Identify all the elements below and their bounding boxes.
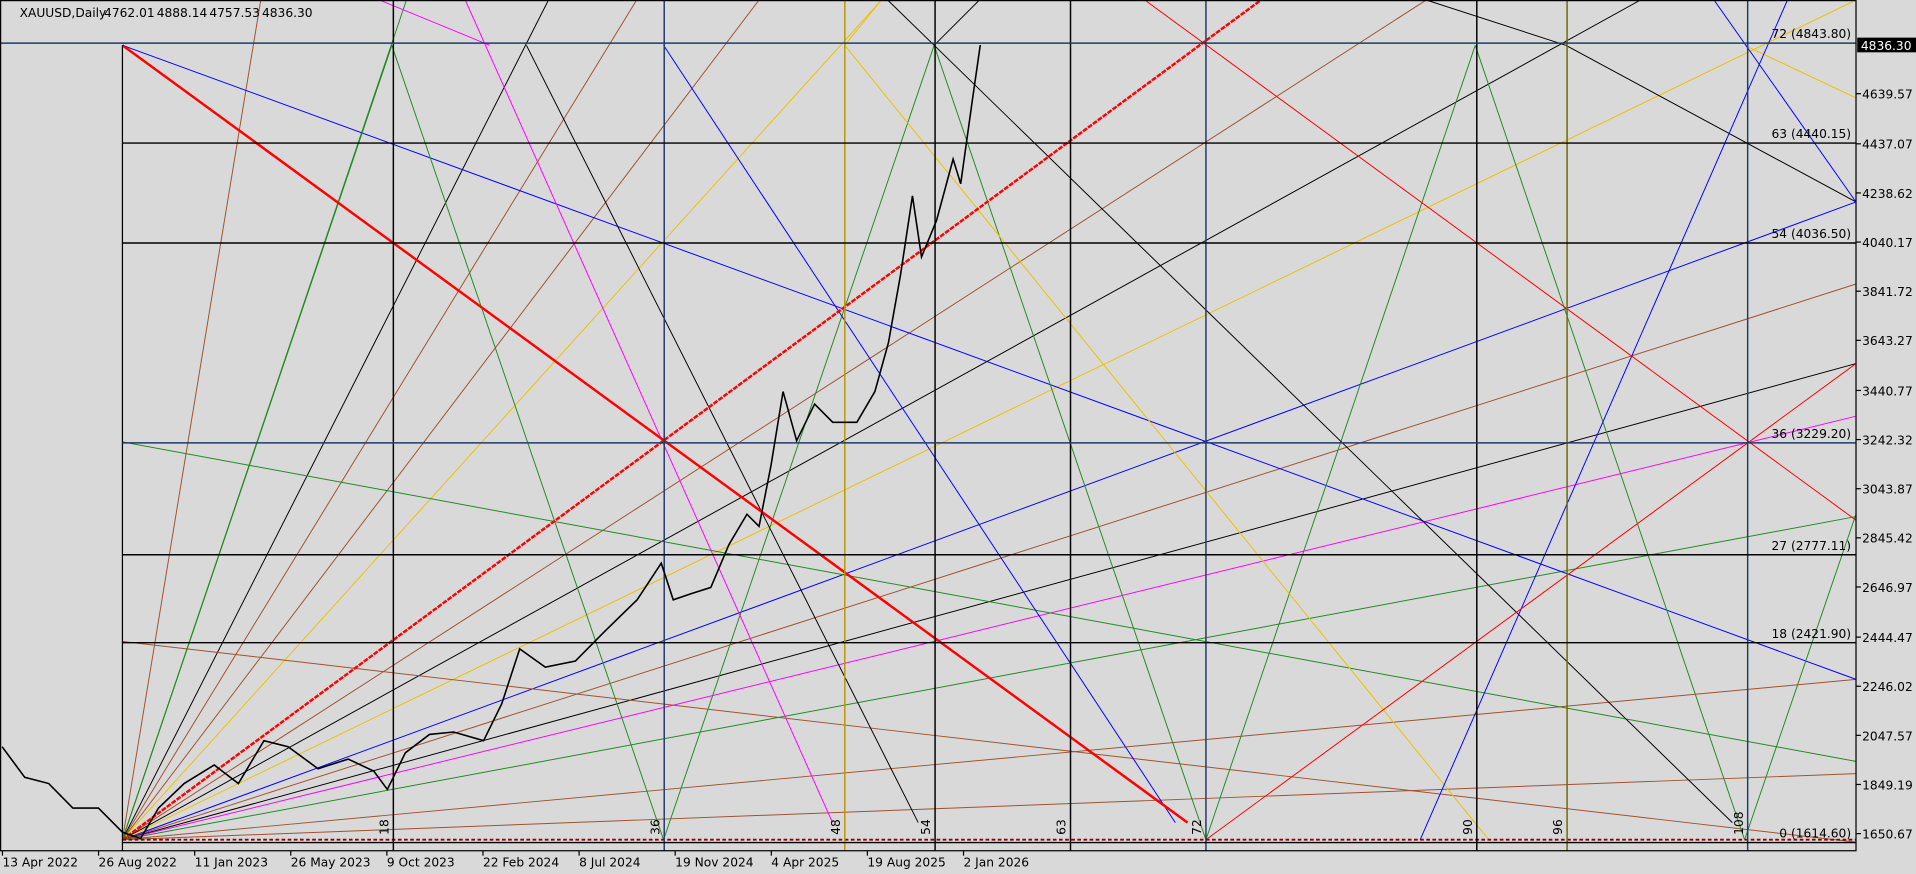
y-tick-label: 3242.32 — [1862, 433, 1913, 447]
gann-line — [887, 0, 1733, 823]
price-level-label: 54 (4036.50) — [1771, 227, 1851, 241]
ohlc-value: 4836.30 — [262, 6, 313, 20]
x-date-label: 22 Feb 2024 — [483, 856, 559, 870]
x-date-label: 9 Oct 2023 — [387, 856, 455, 870]
last-price-box — [1857, 37, 1916, 53]
gann-line — [121, 0, 262, 840]
y-tick-label: 4437.07 — [1862, 138, 1913, 152]
ohlc-value: 4888.14 — [157, 6, 208, 20]
y-tick-label: 2845.42 — [1862, 532, 1913, 546]
y-tick-label: 4040.17 — [1862, 236, 1913, 250]
price-level-label: 18 (2421.90) — [1771, 627, 1851, 641]
time-level-label: 48 — [829, 819, 843, 835]
symbol-title: XAUUSD,Daily — [20, 6, 107, 20]
gann-line — [122, 0, 882, 841]
plot-frame — [0, 0, 1857, 852]
y-tick-label: 1849.19 — [1862, 778, 1913, 792]
y-tick-label: 2047.57 — [1862, 729, 1913, 743]
price-line — [1, 44, 982, 840]
gann-line — [1713, 0, 1857, 203]
x-date-label: 2 Jan 2026 — [964, 856, 1030, 870]
gann-line — [464, 0, 833, 823]
axes: 18 36 48 54 63 72 90 96 108 72 (4843.80) 63 (4440.… — [1, 27, 1916, 870]
gann-line — [122, 0, 760, 841]
gann-line — [933, 0, 980, 46]
price-level-label: 63 (4440.15) — [1771, 127, 1851, 141]
y-tick-label: 3643.27 — [1862, 334, 1913, 348]
price-level-label: 36 (3229.20) — [1771, 427, 1851, 441]
x-date-label: 4 Apr 2025 — [771, 856, 839, 870]
y-tick-label: 4238.62 — [1862, 187, 1913, 201]
gann-line — [1144, 0, 1857, 521]
gann-line — [121, 0, 549, 840]
time-level-label: 63 — [1055, 819, 1069, 835]
price-level-label: 72 (4843.80) — [1771, 27, 1851, 41]
x-date-label: 8 Jul 2024 — [579, 856, 641, 870]
time-level-label: 36 — [648, 819, 662, 835]
ohlc-value: 4762.01 — [104, 6, 155, 20]
ohlc-header: 4762.01 4888.14 4757.53 4836.30 — [104, 6, 313, 20]
y-tick-label: 4639.57 — [1862, 88, 1913, 102]
gann-line — [1565, 44, 1857, 203]
gann-line — [122, 0, 1641, 841]
gann-line — [121, 0, 1262, 841]
y-tick-label: 3043.87 — [1862, 483, 1913, 497]
gann-line — [1426, 0, 1567, 46]
y-tick-label: 2646.97 — [1862, 581, 1913, 595]
gann-line — [379, 0, 490, 46]
y-tick-label: 1650.67 — [1862, 828, 1913, 842]
y-tick-label: 2444.47 — [1862, 631, 1913, 645]
time-level-label: 90 — [1461, 819, 1475, 835]
gann-line — [663, 45, 1176, 823]
y-tick-label: 3841.72 — [1862, 285, 1913, 299]
price-level-label: 0 (1614.60) — [1779, 827, 1851, 841]
time-level-label: 18 — [377, 819, 391, 835]
x-date-label: 11 Jan 2023 — [195, 856, 268, 870]
gann-line — [1744, 513, 1857, 840]
x-date-label: 26 Aug 2022 — [99, 856, 177, 870]
x-date-label: 13 Apr 2022 — [2, 856, 78, 870]
x-date-label: 26 May 2023 — [291, 856, 371, 870]
gann-line — [121, 44, 1189, 824]
gann-line — [1419, 0, 1788, 840]
gann-line — [844, 0, 882, 46]
time-level-label: 54 — [919, 819, 933, 835]
gann-line — [122, 0, 1427, 841]
gann-line — [122, 0, 638, 840]
plot-area — [0, 0, 1857, 851]
gann-line — [526, 45, 919, 823]
last-price-label: 4836.30 — [1861, 39, 1912, 53]
x-date-label: 19 Nov 2024 — [675, 856, 754, 870]
ohlc-value: 4757.53 — [209, 6, 260, 20]
y-tick-label: 2246.02 — [1862, 680, 1913, 694]
x-date-label: 19 Aug 2025 — [867, 856, 945, 870]
time-level-label: 96 — [1551, 819, 1565, 835]
gann-line — [1744, 44, 1857, 99]
time-level-label: 72 — [1190, 819, 1204, 835]
y-tick-label: 3440.77 — [1862, 384, 1913, 398]
price-level-label: 27 (2777.11) — [1771, 539, 1851, 553]
time-level-label: 108 — [1732, 811, 1746, 834]
